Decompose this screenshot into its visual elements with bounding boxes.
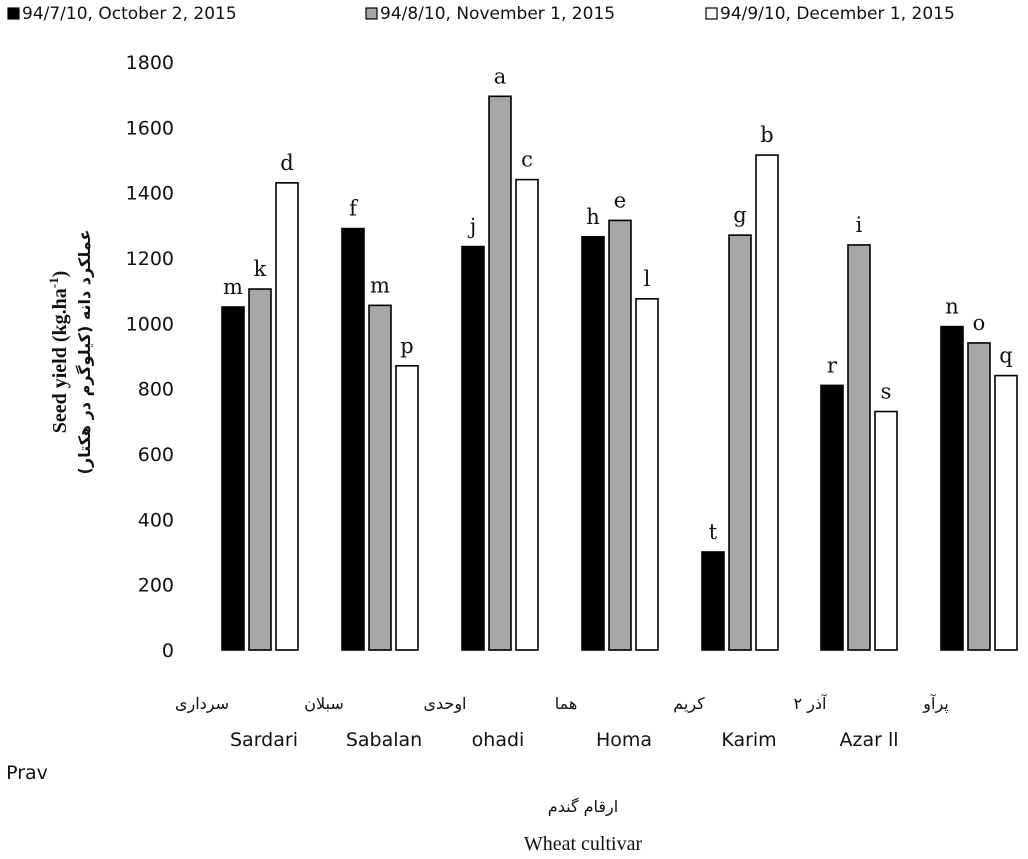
bar-significance-label: c xyxy=(521,148,533,172)
bar xyxy=(581,235,605,651)
bar-significance-label: r xyxy=(827,353,838,377)
bar-significance-label: l xyxy=(644,267,651,291)
y-axis-label-fa: عملکرد دانه (کیلوگرم در هکتار) xyxy=(75,230,94,475)
bar xyxy=(701,551,725,651)
category-labels: سرداری سبلان اوحدی هما کریم آذر ۲ پرآو Sardari S… xyxy=(6,694,949,784)
category-label-en: ohadi xyxy=(472,729,525,751)
y-axis-ticks: 0 200 400 600 800 1000 1200 1400 1600 1800 xyxy=(126,52,174,662)
bar xyxy=(341,227,365,651)
bar xyxy=(461,245,485,651)
bar xyxy=(395,364,419,651)
category-label-fa: سرداری xyxy=(175,694,229,714)
category-label-fa: سبلان xyxy=(304,694,344,713)
category-label-fa: هما xyxy=(555,694,578,713)
bar xyxy=(515,178,539,651)
bar xyxy=(608,219,632,651)
legend: 94/7/10, October 2, 2015 94/8/10, Novembe… xyxy=(7,4,955,24)
bar-significance-label: f xyxy=(349,197,359,221)
bar xyxy=(820,384,844,651)
bar xyxy=(488,95,512,651)
bar-significance-label: b xyxy=(760,123,773,147)
bar-significance-label: o xyxy=(973,311,986,335)
category-label-fa: کریم xyxy=(673,694,705,714)
bar-significance-label: n xyxy=(945,295,959,319)
y-axis-label-en: Seed yield (kg.ha-1) xyxy=(46,271,71,434)
bar xyxy=(940,325,964,651)
y-tick-label: 1800 xyxy=(126,52,174,74)
bar-significance-label: m xyxy=(223,275,243,299)
category-label-en: Azar ll xyxy=(839,729,898,751)
bar xyxy=(728,234,752,651)
category-label-en: Karim xyxy=(721,729,776,751)
category-label-fa: پرآو xyxy=(922,694,948,714)
y-tick-label: 400 xyxy=(138,509,174,531)
bar xyxy=(967,342,991,651)
bar-significance-label: d xyxy=(280,151,293,175)
legend-swatch xyxy=(705,7,718,20)
bar-significance-label: k xyxy=(254,257,267,281)
y-tick-label: 0 xyxy=(162,640,174,662)
y-axis-label-en-sup: -1 xyxy=(46,277,61,288)
y-tick-label: 1000 xyxy=(126,313,174,335)
legend-label: 94/7/10, October 2, 2015 xyxy=(22,4,237,24)
y-tick-label: 1400 xyxy=(126,183,174,205)
y-tick-label: 200 xyxy=(138,575,174,597)
category-label-fa: اوحدی xyxy=(424,694,467,714)
legend-swatch xyxy=(7,7,20,20)
legend-label: 94/9/10, December 1, 2015 xyxy=(720,4,955,24)
bar-significance-label: p xyxy=(400,334,413,358)
bar xyxy=(275,182,299,651)
y-tick-label: 1600 xyxy=(126,117,174,139)
bar-significance-label: j xyxy=(467,215,477,239)
category-label-en: Sardari xyxy=(230,729,298,751)
bar xyxy=(755,154,779,651)
category-label-fa: آذر ۲ xyxy=(794,694,829,714)
bar-significance-label: a xyxy=(494,64,507,88)
bar xyxy=(248,288,272,651)
legend-swatch xyxy=(365,7,378,20)
legend-label: 94/8/10, November 1, 2015 xyxy=(380,4,615,24)
x-axis-label-fa: ارقام گندم xyxy=(548,797,618,817)
category-label-en: Homa xyxy=(596,729,652,751)
bar-significance-label: m xyxy=(370,273,390,297)
bar xyxy=(994,374,1018,651)
bar-significance-label: i xyxy=(856,213,863,237)
bar xyxy=(221,306,245,651)
y-tick-label: 600 xyxy=(138,444,174,466)
y-tick-label: 1200 xyxy=(126,248,174,270)
bar xyxy=(847,244,871,651)
bar-significance-label: t xyxy=(709,520,718,544)
bar-significance-label: q xyxy=(999,344,1012,368)
y-axis-label-en-main: Seed yield (kg.ha xyxy=(49,288,71,433)
y-axis-label: Seed yield (kg.ha-1) عملکرد دانه (کیلوگر… xyxy=(46,230,94,475)
bar-significance-label: e xyxy=(614,188,626,212)
bar-significance-label: h xyxy=(586,205,600,229)
bar xyxy=(635,298,659,651)
bar xyxy=(874,410,898,651)
bar-significance-label: s xyxy=(881,380,892,404)
x-axis-label-en: Wheat cultivar xyxy=(524,833,643,855)
bar-significance-label: g xyxy=(733,203,746,227)
y-axis-label-en-close: ) xyxy=(49,271,71,278)
bar xyxy=(368,304,392,651)
category-label-en: Sabalan xyxy=(346,729,422,751)
category-label-en: Prav xyxy=(6,762,48,784)
bars xyxy=(221,95,1018,651)
y-tick-label: 800 xyxy=(138,379,174,401)
